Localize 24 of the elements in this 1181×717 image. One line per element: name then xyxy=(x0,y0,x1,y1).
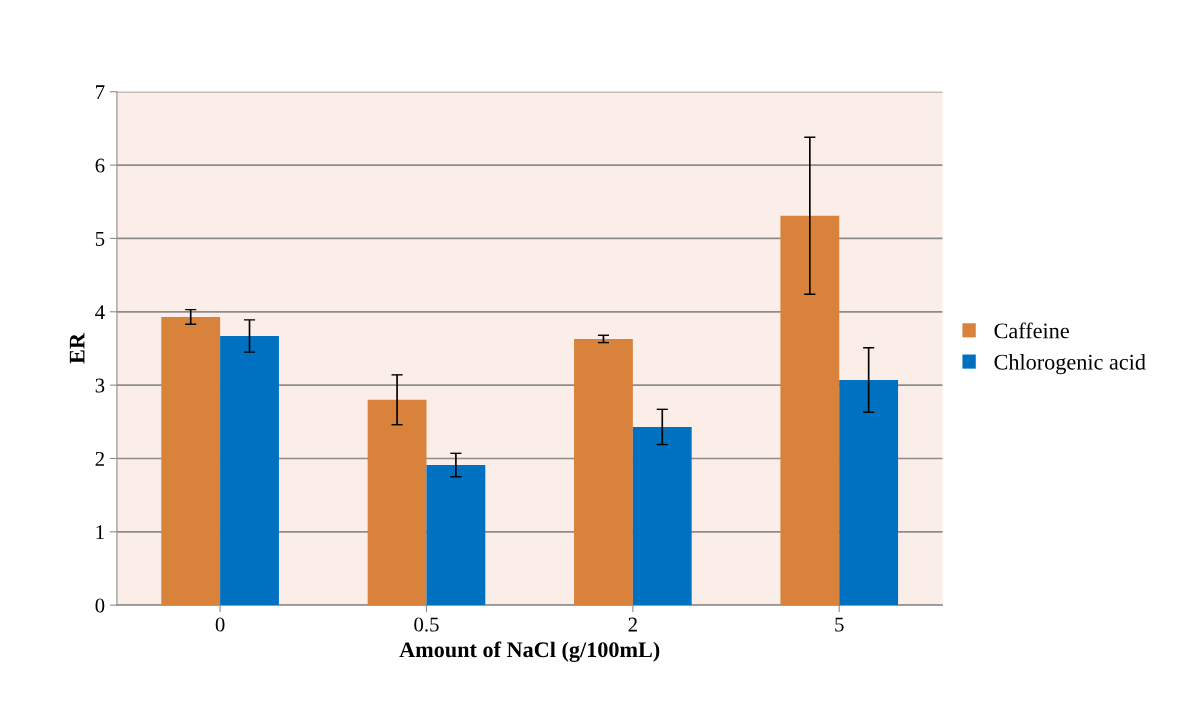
bar xyxy=(367,399,427,606)
x-tick-label: 2 xyxy=(628,617,637,632)
y-tick-label: 3 xyxy=(95,378,105,393)
y-tick-label: 2 xyxy=(95,451,104,466)
y-tick-label: 6 xyxy=(95,158,105,173)
legend-label: Chlorogenic acid xyxy=(994,353,1146,375)
bar xyxy=(632,426,692,606)
y-tick-label: 5 xyxy=(95,232,105,246)
y-tick-label: 1 xyxy=(96,525,104,540)
y-tick-label: 0 xyxy=(95,598,105,613)
bar xyxy=(220,335,279,606)
y-tick-label: 4 xyxy=(95,305,105,320)
bar xyxy=(161,316,221,606)
y-tick-label: 7 xyxy=(96,85,105,99)
x-axis-title: Amount of NaCl (g/100mL) xyxy=(399,641,660,662)
x-tick-label: 0 xyxy=(215,617,225,632)
y-axis-title: ER xyxy=(69,332,85,364)
x-tick-label: 5 xyxy=(835,617,844,632)
bar xyxy=(426,465,486,606)
x-tick-label: 0.5 xyxy=(414,617,439,632)
bar xyxy=(780,215,840,606)
bar xyxy=(839,380,899,606)
bar xyxy=(574,338,633,606)
legend-label: Caffeine xyxy=(994,322,1069,339)
